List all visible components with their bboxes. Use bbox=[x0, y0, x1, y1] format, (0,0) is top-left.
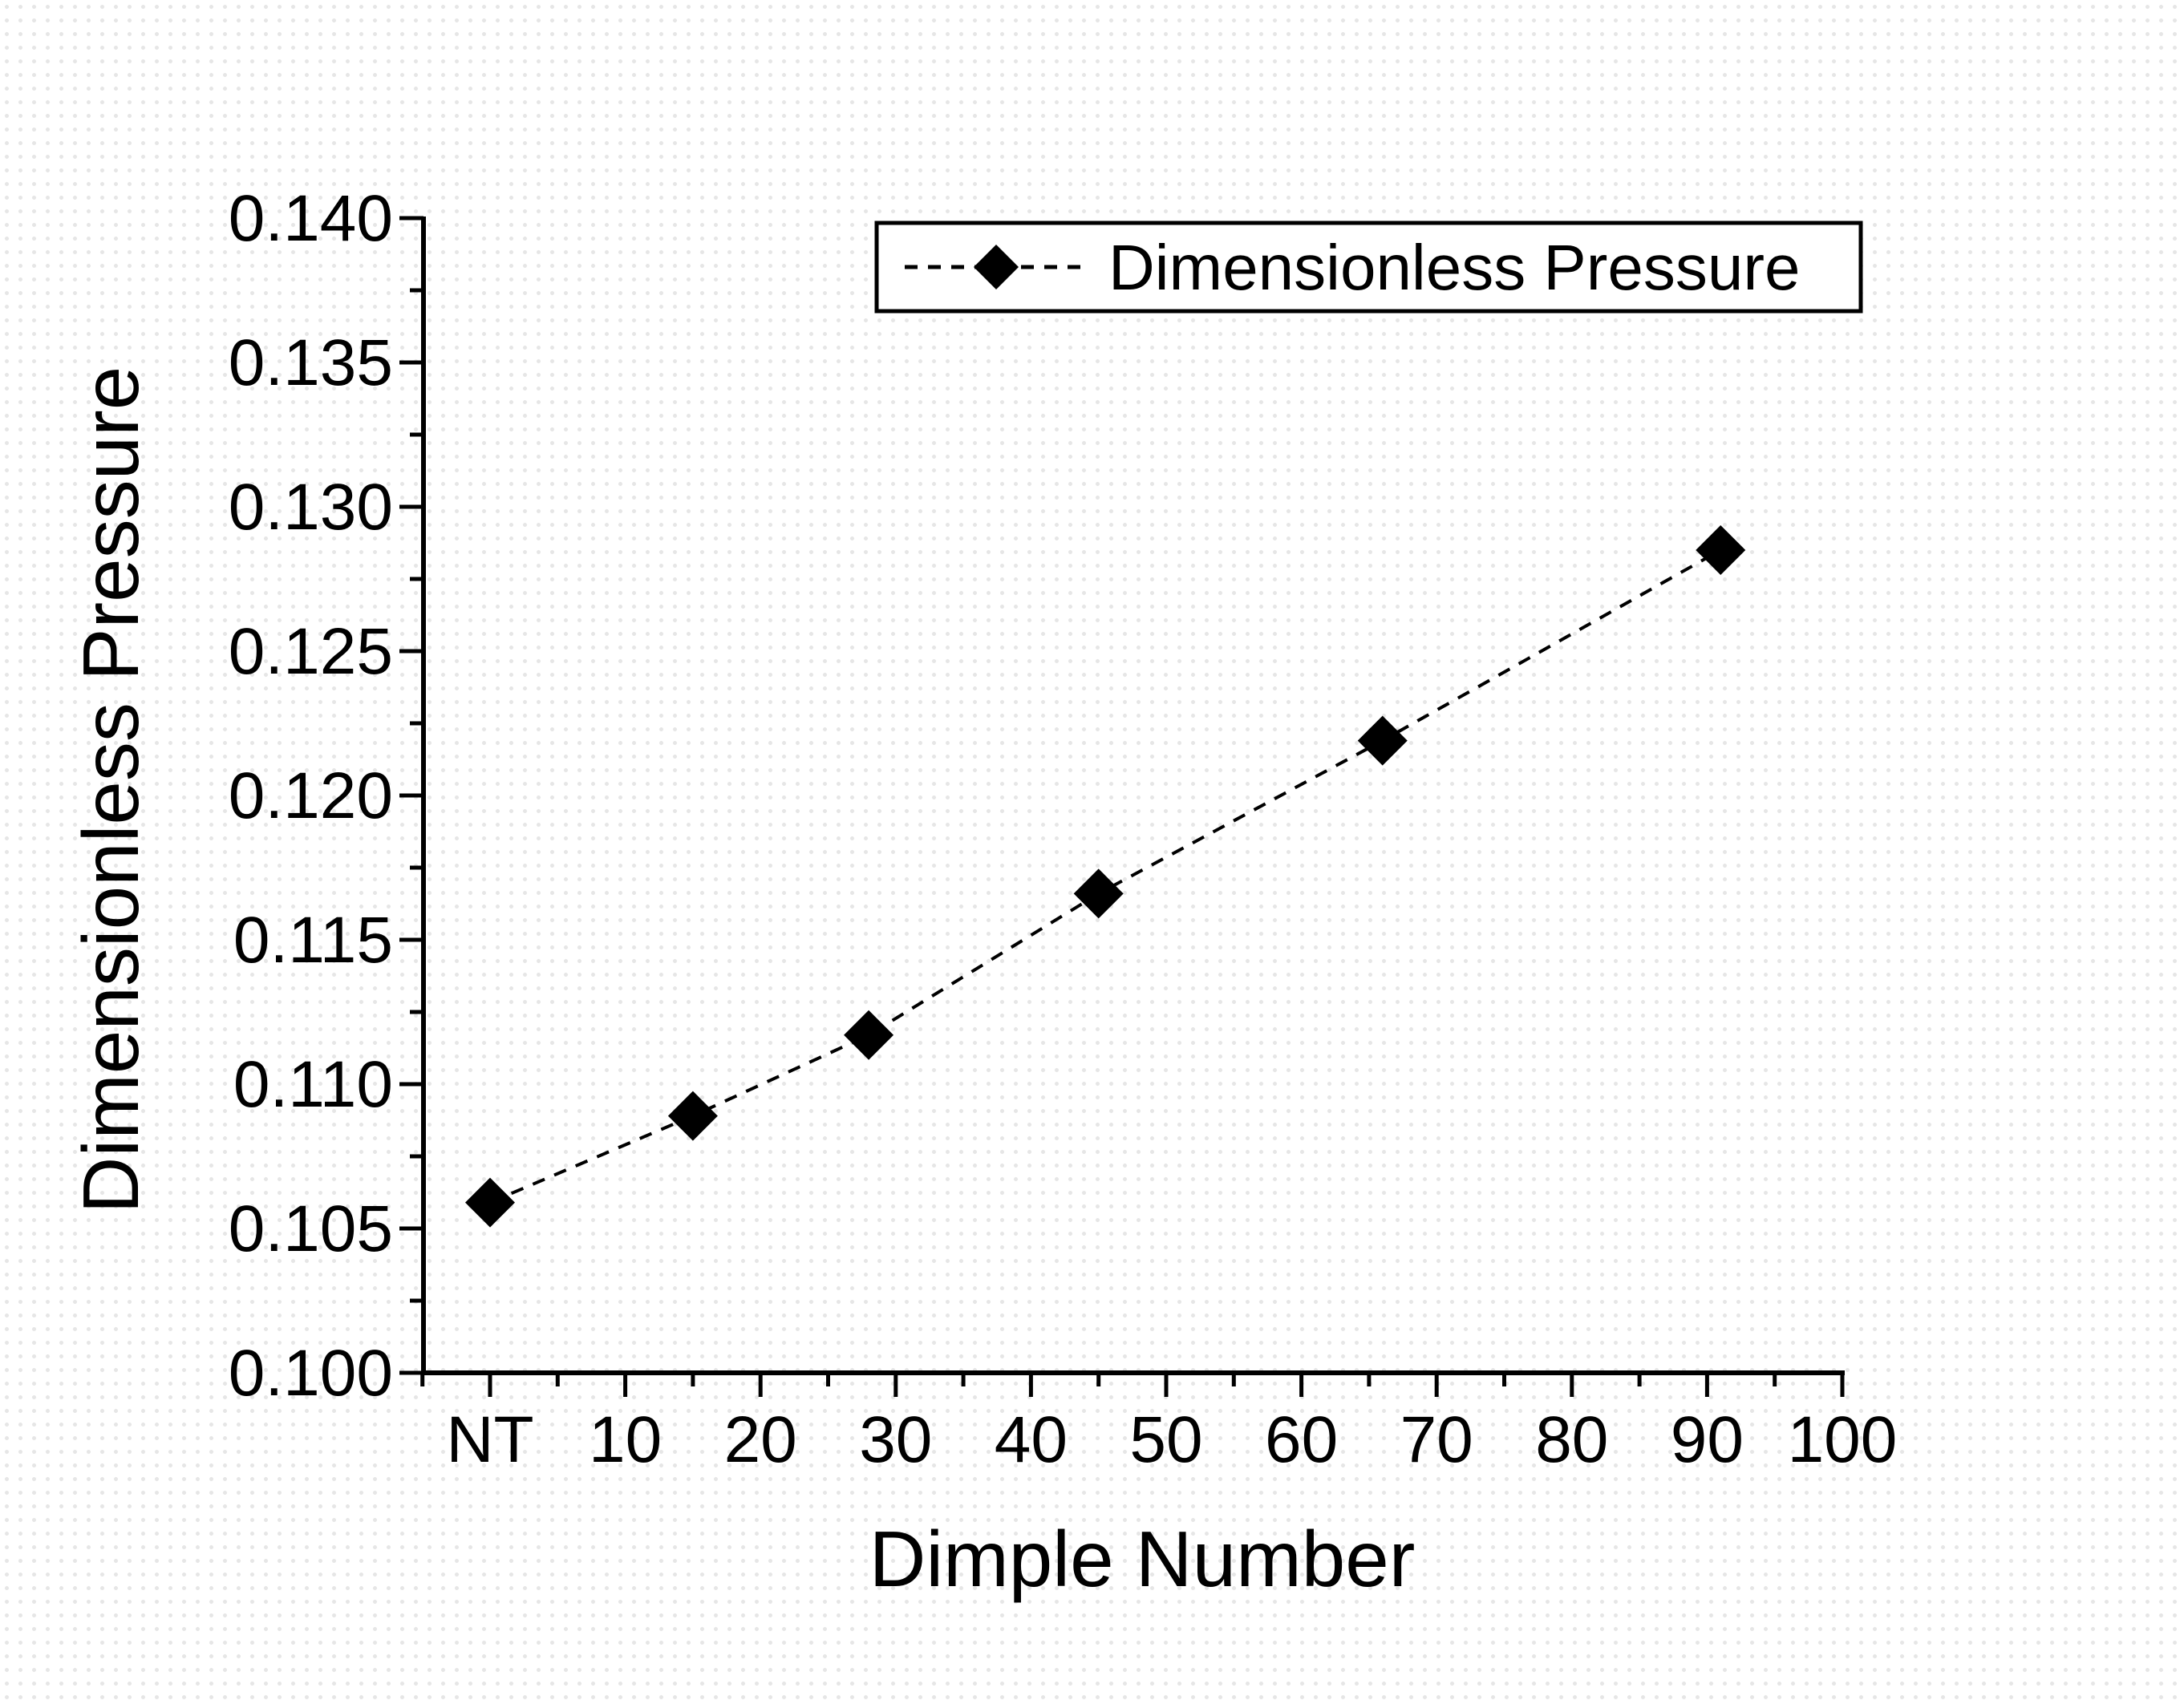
x-tick-label: 90 bbox=[1671, 1403, 1744, 1476]
series-connector-line bbox=[489, 548, 1722, 1204]
y-tick-label: 0.140 bbox=[229, 182, 393, 255]
y-axis-title: Dimensionless Pressure bbox=[67, 366, 155, 1214]
y-tick-label: 0.130 bbox=[229, 471, 393, 544]
x-tick-label: 80 bbox=[1535, 1403, 1608, 1476]
data-point-marker bbox=[1073, 868, 1124, 919]
legend-diamond-icon bbox=[974, 245, 1019, 289]
x-axis-title: Dimple Number bbox=[869, 1515, 1416, 1603]
axis-ticks bbox=[399, 216, 1845, 1397]
data-point-marker bbox=[667, 1091, 718, 1141]
y-tick-label: 0.100 bbox=[229, 1337, 393, 1410]
y-tick-label: 0.110 bbox=[233, 1048, 393, 1121]
x-tick-label: 70 bbox=[1400, 1403, 1473, 1476]
legend-entry-label: Dimensionless Pressure bbox=[1108, 232, 1801, 303]
x-tick-label: 50 bbox=[1129, 1403, 1202, 1476]
y-tick-label: 0.115 bbox=[233, 904, 393, 977]
legend: Dimensionless Pressure bbox=[874, 221, 1863, 314]
x-tick-label: 30 bbox=[859, 1403, 932, 1476]
y-tick-label: 0.120 bbox=[229, 759, 393, 832]
x-tick-label: 40 bbox=[995, 1403, 1068, 1476]
data-point-marker bbox=[1357, 715, 1408, 766]
x-tick-label: 20 bbox=[724, 1403, 797, 1476]
data-series bbox=[465, 525, 1746, 1228]
data-point-marker bbox=[844, 1010, 894, 1060]
x-tick-label: 60 bbox=[1265, 1403, 1338, 1476]
y-tick-label: 0.125 bbox=[229, 615, 393, 688]
data-point-marker bbox=[1696, 525, 1746, 575]
y-tick-label: 0.135 bbox=[229, 326, 393, 399]
x-tick-label: NT bbox=[446, 1403, 533, 1476]
data-point-marker bbox=[465, 1177, 515, 1228]
y-tick-label: 0.105 bbox=[229, 1192, 393, 1265]
x-tick-label: 10 bbox=[589, 1403, 662, 1476]
axis-tick-labels: 0.100 0.105 0.110 0.115 0.120 0.125 0.130 0.135… bbox=[229, 182, 1898, 1476]
legend-box bbox=[874, 221, 1863, 314]
x-tick-label: 100 bbox=[1788, 1403, 1898, 1476]
